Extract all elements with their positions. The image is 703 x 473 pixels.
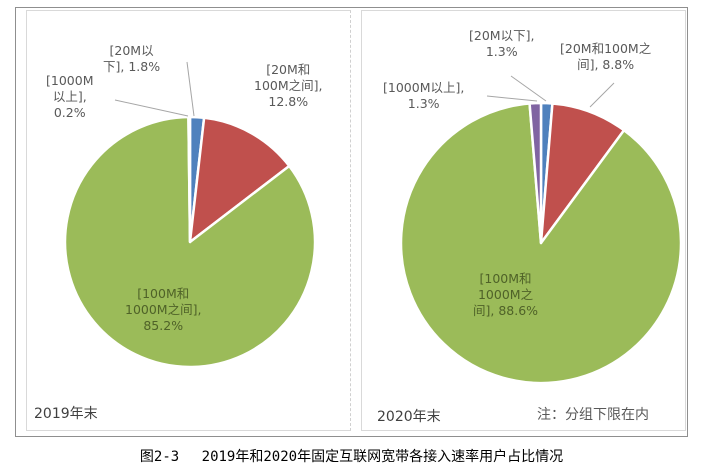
label-line: [1000M <box>46 73 94 88</box>
label-line: [20M和 <box>266 62 311 77</box>
pie-slice-2019-20m-100m <box>188 116 291 244</box>
label-line: [20M和100M之 <box>560 41 652 56</box>
pie-slice-2020-1000m-above <box>528 101 543 245</box>
figure-frame <box>15 7 688 437</box>
label-2020-100m-1000m: [100M和 1000M之 间], 88.6% <box>473 271 538 319</box>
leader-line-2019-1000m-above <box>114 99 189 117</box>
label-line: 下], 1.8% <box>103 59 161 74</box>
label-line: 85.2% <box>143 318 184 333</box>
label-2020-20m-below: [20M以下], 1.3% <box>469 28 534 60</box>
note-text: 注：分组下限在内 <box>537 407 649 423</box>
chart-title-2019: 2019年末 <box>34 406 98 422</box>
label-line: 0.2% <box>53 105 86 120</box>
label-line: [1000M以上], <box>383 80 465 95</box>
label-2020-20m-100m: [20M和100M之 间], 8.8% <box>560 41 651 73</box>
label-line: 间], 8.8% <box>577 57 635 72</box>
label-line: 1.3% <box>407 96 440 111</box>
leader-line-2019-20m-below <box>186 61 195 117</box>
leader-line-2020-1000m-above <box>486 95 538 102</box>
label-line: [100M和 <box>137 286 190 301</box>
figure-caption: 图2-3 2019年和2020年固定互联网宽带各接入速率用户占比情况 <box>139 449 564 465</box>
label-2019-20m-below: [20M以 下], 1.8% <box>103 43 160 75</box>
label-line: [20M以下], <box>469 28 535 43</box>
label-line: 以上], <box>52 89 87 104</box>
chart-title-2020: 2020年末 <box>377 409 441 425</box>
leader-line-2020-20m-below <box>510 75 547 102</box>
label-line: 间], 88.6% <box>473 303 539 318</box>
label-2019-20m-100m: [20M和 100M之间], 12.8% <box>254 62 323 110</box>
label-2019-100m-1000m: [100M和 1000M之间], 85.2% <box>125 286 201 334</box>
label-line: 1000M之 <box>477 287 534 302</box>
pie-slice-2019-1000m-above <box>187 115 192 244</box>
leader-line-2020-20m-100m <box>589 82 615 108</box>
label-2020-1000m-above: [1000M以上], 1.3% <box>383 80 464 112</box>
label-2019-1000m-above: [1000M 以上], 0.2% <box>46 73 93 121</box>
label-line: [20M以 <box>109 43 154 58</box>
label-line: 1.3% <box>485 44 518 59</box>
label-line: 12.8% <box>268 94 309 109</box>
label-line: 1000M之间], <box>125 302 202 317</box>
label-line: 100M之间], <box>254 78 323 93</box>
label-line: [100M和 <box>479 271 532 286</box>
